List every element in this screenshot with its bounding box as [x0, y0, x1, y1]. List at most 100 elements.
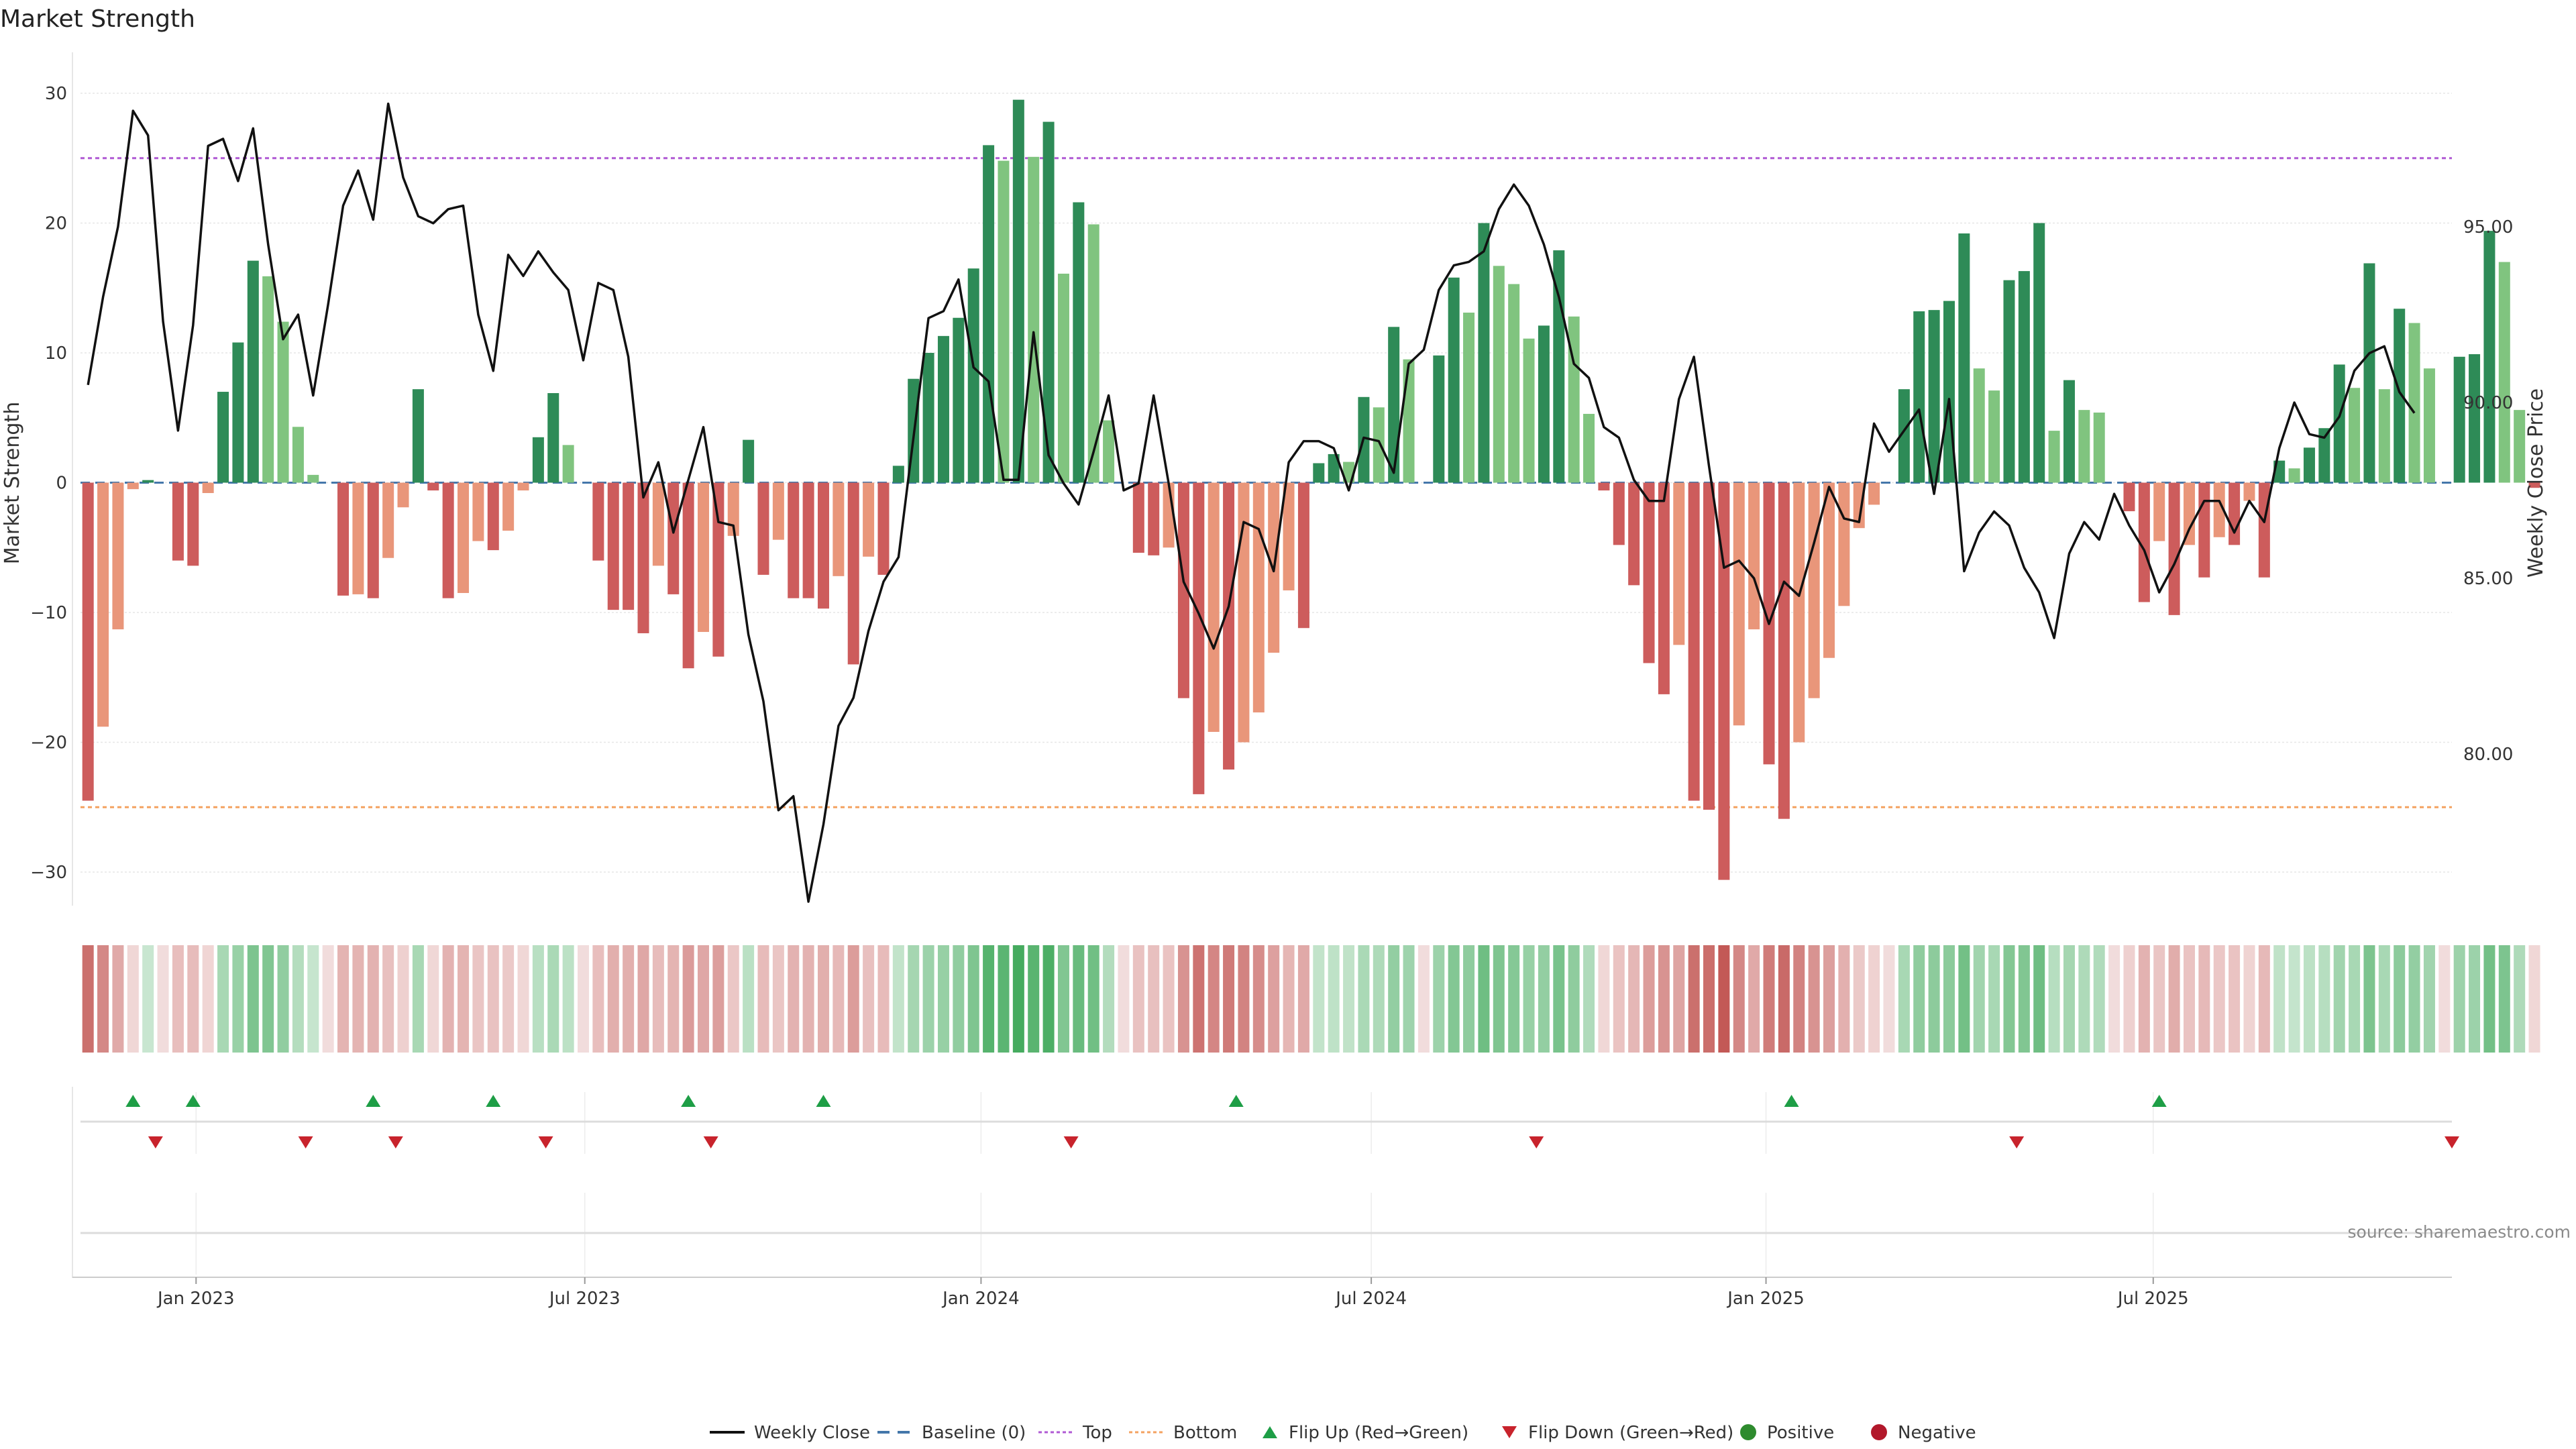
- heat-cell: [697, 945, 709, 1053]
- strength-bar: [2333, 364, 2345, 483]
- heat-cell: [2423, 945, 2435, 1053]
- heat-cell: [2394, 945, 2406, 1053]
- heat-cell: [998, 945, 1010, 1053]
- heat-cell: [142, 945, 154, 1053]
- heat-cell: [1838, 945, 1850, 1053]
- strength-bar: [772, 482, 784, 540]
- heat-cell: [1913, 945, 1925, 1053]
- heat-cell: [863, 945, 875, 1053]
- heat-cell: [1103, 945, 1115, 1053]
- strength-bar: [2318, 428, 2330, 483]
- heat-cell: [1087, 945, 1099, 1053]
- strength-bar: [1373, 407, 1385, 483]
- strength-bar: [1628, 482, 1640, 586]
- heat-cell: [502, 945, 515, 1053]
- heat-cell: [817, 945, 829, 1053]
- strength-bar: [1433, 355, 1445, 483]
- x-axis: Jan 2023 Jul 2023 Jan 2024 Jul 2024 Jan 2025…: [72, 1277, 2452, 1309]
- strength-bar: [1568, 316, 1580, 483]
- heat-cell: [607, 945, 619, 1053]
- legend-label: Flip Down (Green→Red): [1528, 1423, 1733, 1443]
- flip-up-marker: [366, 1095, 381, 1107]
- strength-bar: [2033, 223, 2045, 483]
- source-note: source: sharemaestro.com: [2348, 1222, 2571, 1242]
- heat-cell: [487, 945, 499, 1053]
- heat-cell: [2198, 945, 2210, 1053]
- strength-bar: [652, 482, 664, 566]
- heat-cell: [2018, 945, 2030, 1053]
- strength-bar: [142, 480, 154, 483]
- heat-cell: [1132, 945, 1144, 1053]
- heat-cell: [2168, 945, 2180, 1053]
- heat-cell: [1673, 945, 1685, 1053]
- heat-cell: [2093, 945, 2105, 1053]
- heat-cell: [1508, 945, 1520, 1053]
- heat-cell: [712, 945, 724, 1053]
- strength-bar: [2453, 356, 2465, 483]
- strength-bar: [817, 482, 829, 609]
- left-tick-label: 30: [45, 84, 67, 104]
- flip-up-marker: [486, 1095, 501, 1107]
- left-tick-label: −30: [30, 863, 67, 883]
- strength-bar: [2469, 354, 2481, 483]
- heat-cell: [2033, 945, 2045, 1053]
- heat-cell: [1057, 945, 1069, 1053]
- strength-bar: [833, 482, 845, 576]
- strength-bar: [1028, 156, 1040, 483]
- strength-bar: [187, 482, 199, 566]
- strength-bar: [172, 482, 184, 561]
- heat-cell: [532, 945, 544, 1053]
- heat-cell: [2063, 945, 2075, 1053]
- strength-bar: [1508, 284, 1520, 483]
- flip-up-marker: [2151, 1095, 2167, 1107]
- strength-bar: [697, 482, 709, 633]
- legend: Weekly Close Baseline (0) Top Bottom Flip Up…: [710, 1423, 1976, 1443]
- strength-bar: [232, 342, 244, 483]
- strength-bar: [2378, 389, 2390, 483]
- heat-cell: [2003, 945, 2015, 1053]
- flip-up-marker: [1784, 1095, 1799, 1107]
- strength-bar: [2048, 431, 2060, 483]
- heat-cell: [1073, 945, 1085, 1053]
- right-tick-label: 95.00: [2463, 217, 2513, 237]
- strength-bar: [2303, 447, 2315, 483]
- flip-up-marker: [816, 1095, 831, 1107]
- strength-bar: [2183, 482, 2195, 545]
- heat-cell: [1868, 945, 1880, 1053]
- heat-cell: [1193, 945, 1205, 1053]
- heat-cell: [82, 945, 94, 1053]
- heat-cell: [292, 945, 304, 1053]
- flip-down-marker: [538, 1136, 553, 1148]
- heat-cell: [352, 945, 364, 1053]
- strength-bar: [367, 482, 379, 598]
- strength-bar: [247, 260, 259, 483]
- strength-bar: [412, 389, 424, 483]
- heat-cell: [2273, 945, 2286, 1053]
- heat-cell: [187, 945, 199, 1053]
- heat-cell: [2078, 945, 2090, 1053]
- strength-bar: [337, 482, 350, 596]
- strength-bar: [472, 482, 484, 541]
- heat-cell: [1042, 945, 1055, 1053]
- flip-down-marker: [2009, 1136, 2025, 1148]
- heat-cell: [1358, 945, 1370, 1053]
- strength-bar: [1793, 482, 1805, 743]
- heat-cell: [382, 945, 394, 1053]
- strength-bar: [532, 437, 544, 483]
- strength-bar: [1297, 482, 1309, 629]
- heat-cell: [757, 945, 769, 1053]
- heat-cell: [1973, 945, 1985, 1053]
- strength-bar: [2483, 231, 2496, 483]
- flip-up-marker: [681, 1095, 696, 1107]
- heat-cell: [727, 945, 739, 1053]
- heat-cell: [2498, 945, 2510, 1053]
- strength-bar: [262, 276, 274, 483]
- strength-bar: [2018, 271, 2030, 483]
- heat-cell: [953, 945, 965, 1053]
- strength-bar: [1778, 482, 1790, 819]
- heat-cell: [802, 945, 814, 1053]
- heat-cell: [2229, 945, 2241, 1053]
- heat-cell: [1988, 945, 2000, 1053]
- heat-cell: [1643, 945, 1655, 1053]
- heat-cell: [1883, 945, 1895, 1053]
